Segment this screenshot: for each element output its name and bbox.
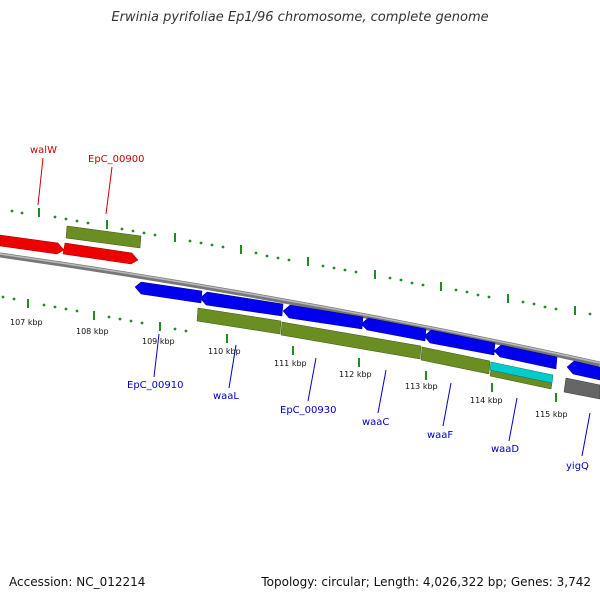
scale-label-112: 112 kbp	[339, 370, 372, 379]
outer-tick-ring	[10, 208, 592, 316]
gene-blue-4[interactable]	[360, 317, 427, 342]
gene-yigQ[interactable]	[563, 377, 600, 400]
gene-forward-red-2[interactable]	[62, 242, 139, 265]
gene-walW[interactable]	[0, 234, 65, 255]
scale-label-109: 109 kbp	[142, 337, 175, 346]
scale-label-115: 115 kbp	[535, 410, 568, 419]
accession-label: Accession: NC_012214	[9, 575, 146, 589]
label-EpC_00910[interactable]: EpC_00910	[127, 380, 183, 391]
gene-blue-1[interactable]	[134, 281, 203, 304]
label-EpC_00900[interactable]: EpC_00900	[88, 154, 144, 165]
gene-waaL[interactable]	[280, 321, 422, 360]
scale-label-107: 107 kbp	[10, 318, 43, 327]
gene-blue-3[interactable]	[282, 304, 364, 330]
forward-gene-labels: walW EpC_00900	[30, 145, 144, 165]
scale-labels: 107 kbp 108 kbp 109 kbp 110 kbp 111 kbp …	[10, 318, 568, 419]
gene-EpC_00910[interactable]	[196, 307, 282, 335]
gene-blue-5[interactable]	[423, 329, 496, 356]
reverse-gene-labels: EpC_00910 waaL EpC_00930 waaC waaF waaD …	[127, 380, 589, 472]
label-waaF[interactable]: waaF	[427, 430, 453, 441]
gene-waaD[interactable]	[489, 361, 554, 384]
label-walW[interactable]: walW	[30, 145, 57, 156]
scale-label-114: 114 kbp	[470, 396, 503, 405]
map-title: Erwinia pyrifoliae Ep1/96 chromosome, co…	[111, 10, 489, 25]
reverse-genes	[134, 281, 600, 400]
scale-label-111: 111 kbp	[274, 359, 307, 368]
label-waaL[interactable]: waaL	[213, 391, 239, 402]
reverse-label-leaders	[153, 333, 591, 457]
label-yigQ[interactable]: yigQ	[566, 461, 589, 472]
genome-backbone	[0, 252, 600, 367]
forward-label-leaders	[37, 157, 113, 215]
inner-tick-ring	[1, 295, 557, 402]
forward-genes	[0, 225, 142, 265]
label-waaC[interactable]: waaC	[362, 417, 389, 428]
scale-label-113: 113 kbp	[405, 382, 438, 391]
scale-label-108: 108 kbp	[76, 327, 109, 336]
gene-EpC_00900[interactable]	[65, 225, 142, 249]
genome-stats-label: Topology: circular; Length: 4,026,322 bp…	[261, 575, 591, 589]
label-waaD[interactable]: waaD	[491, 444, 519, 455]
gene-EpC_00930[interactable]	[420, 346, 491, 375]
gene-blue-7[interactable]	[566, 360, 600, 381]
gene-blue-6[interactable]	[493, 344, 558, 370]
gene-blue-2[interactable]	[199, 291, 284, 317]
label-EpC_00930[interactable]: EpC_00930	[280, 405, 336, 416]
scale-label-110: 110 kbp	[208, 347, 241, 356]
